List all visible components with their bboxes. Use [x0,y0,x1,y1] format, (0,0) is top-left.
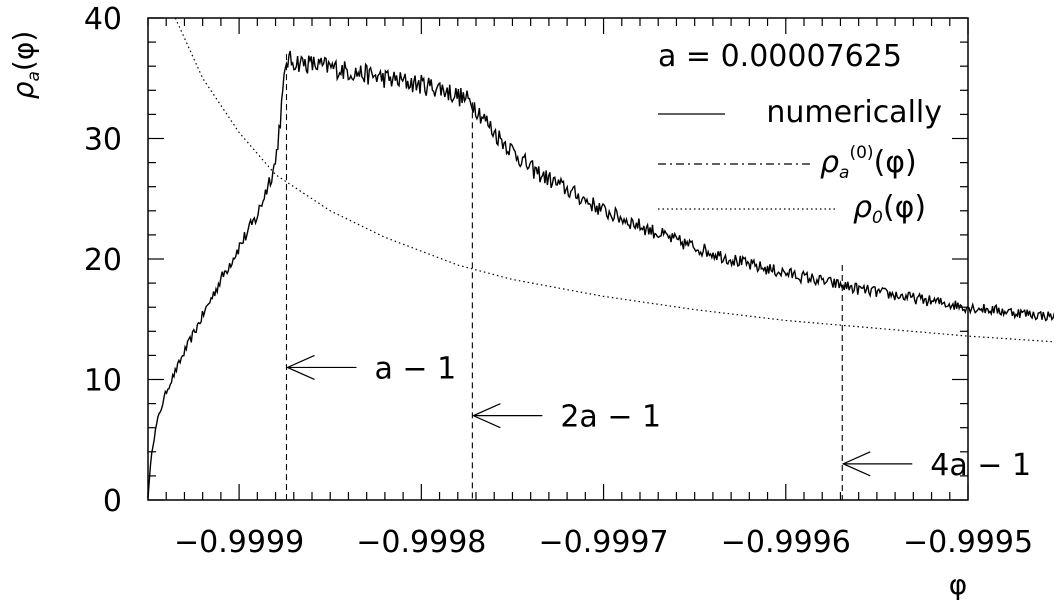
x-tick-label: −0.9997 [539,525,669,560]
annotations-group: a − 1 2a − 1 4a − 1 [285,54,1031,500]
series-line-numerically [147,50,1054,499]
annotation-arrowhead [286,354,315,380]
legend: a = 0.00007625 numerically ρa(0)(φ) ρ0(φ… [658,39,942,228]
y-tick-label: 10 [84,364,122,399]
y-axis-title: ρa(φ) [7,31,44,100]
y-tick-label: 0 [103,484,122,519]
annotation-arrowhead [841,451,871,477]
annotation-label: 4a − 1 [930,448,1031,483]
plot-frame [147,17,969,501]
y-tick-label: 30 [84,123,122,158]
annotation-label: a − 1 [374,351,456,386]
series-line-2 [174,17,1054,343]
x-axis-title: φ [949,568,967,601]
axis-ticks-group: 0 10 20 30 40 −0.9999 −0.9998 −0.9997 −0.9996 −0.… [84,2,1033,560]
x-tick-label: −0.9999 [174,525,304,560]
annotation-label: 2a − 1 [560,400,661,435]
y-tick-label: 40 [84,2,122,37]
legend-label-numerically: numerically [766,95,942,130]
legend-header: a = 0.00007625 [658,39,902,74]
series-lines-group [147,17,1054,499]
legend-label-rho-a0: ρa(0)(φ) [820,143,917,183]
y-tick-label: 20 [84,243,122,278]
annotation-arrowhead [471,403,501,429]
x-tick-label: −0.9996 [721,525,851,560]
legend-label-rho-0: ρ0(φ) [853,190,926,228]
x-tick-label: −0.9998 [356,525,486,560]
x-tick-label: −0.9995 [903,525,1033,560]
